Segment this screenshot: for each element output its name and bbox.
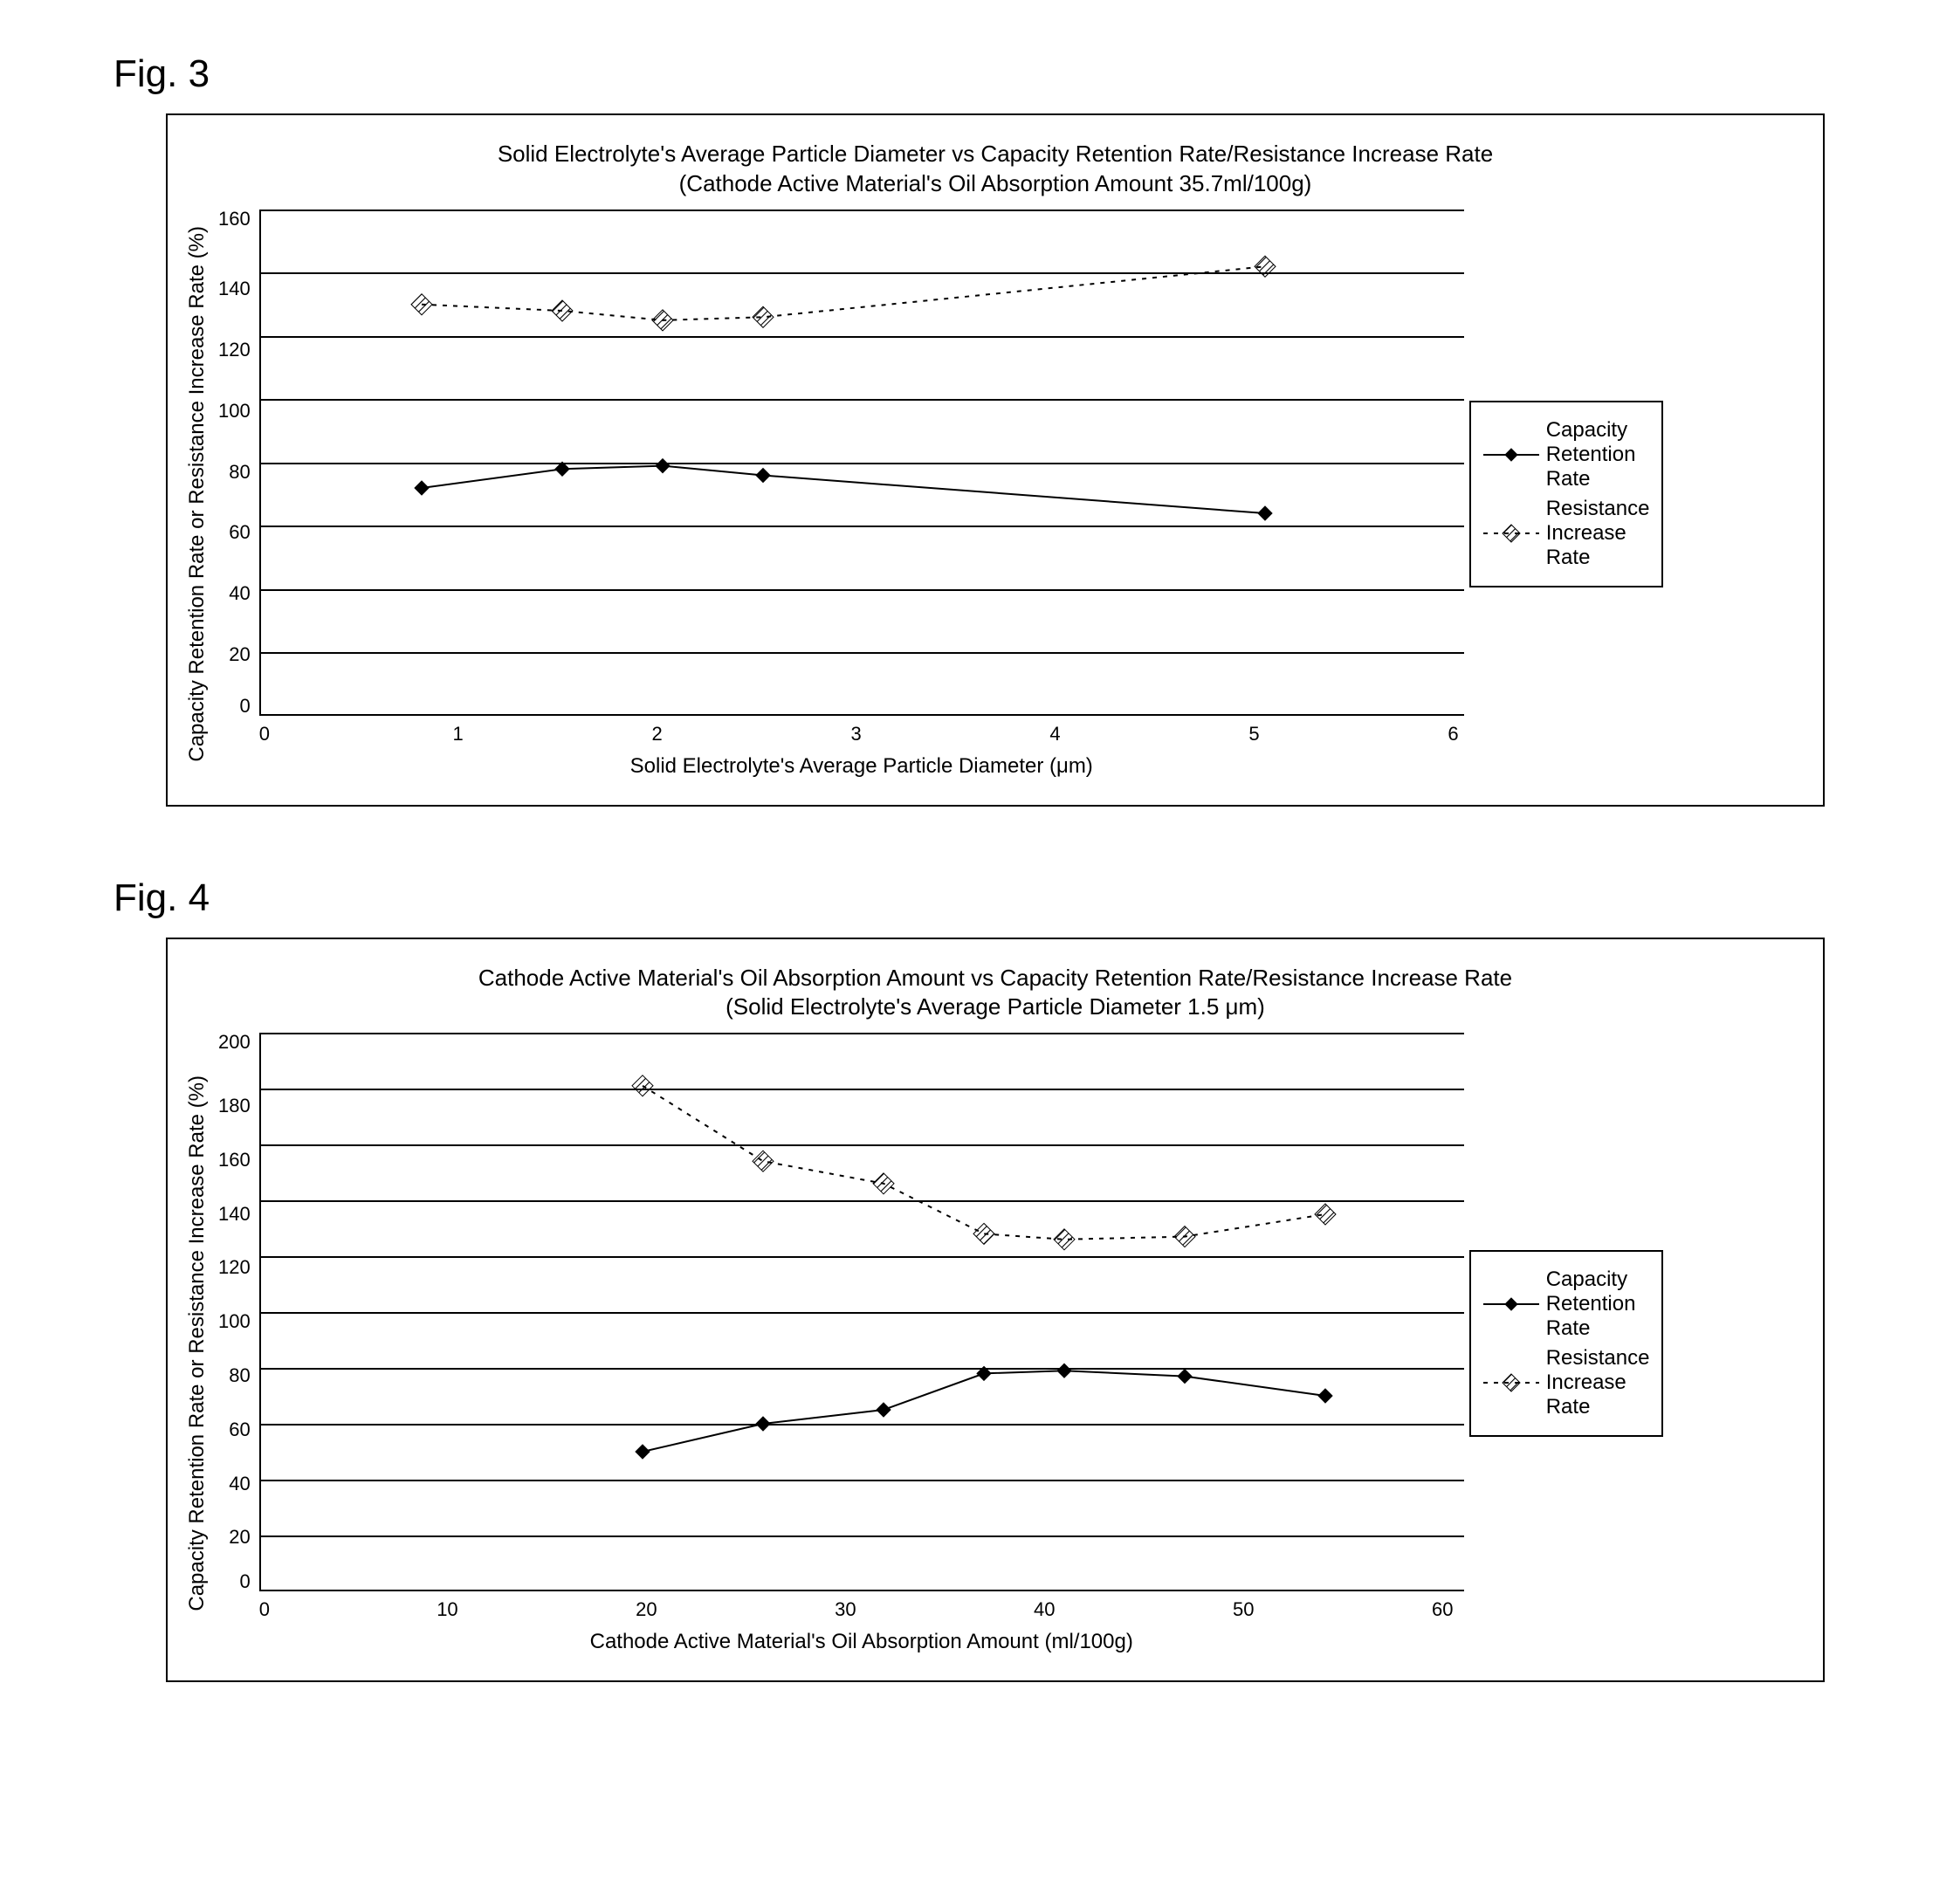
chart-panel: Cathode Active Material's Oil Absorption…: [166, 938, 1825, 1683]
legend-label-line: Retention: [1546, 443, 1636, 467]
data-point: [415, 481, 429, 495]
y-ticks: 160 140 120 100 80 60 40 20 0: [218, 210, 259, 716]
legend-item: ResistanceIncreaseRate: [1483, 497, 1650, 570]
x-tick-label: 0: [259, 1598, 270, 1621]
legend: CapacityRetentionRate ResistanceIncrease…: [1469, 1250, 1664, 1437]
y-tick-label: 20: [229, 645, 250, 664]
y-tick-label: 160: [218, 1151, 251, 1170]
data-point: [1258, 506, 1272, 520]
data-point: [632, 1075, 653, 1096]
y-tick-label: 100: [218, 1312, 251, 1331]
data-point: [656, 458, 670, 472]
data-point: [552, 300, 573, 321]
chart-title: Solid Electrolyte's Average Particle Dia…: [498, 140, 1493, 199]
chart-title: Cathode Active Material's Oil Absorption…: [478, 964, 1512, 1023]
legend-item: ResistanceIncreaseRate: [1483, 1346, 1650, 1419]
y-tick-label: 60: [229, 1420, 250, 1439]
legend-label-line: Rate: [1546, 1316, 1636, 1341]
y-tick-label: 80: [229, 1366, 250, 1385]
y-tick-label: 0: [239, 1572, 250, 1591]
series-line: [643, 1371, 1325, 1452]
x-axis-label: Cathode Active Material's Oil Absorption…: [259, 1630, 1464, 1654]
data-point: [1174, 1226, 1195, 1247]
y-tick-label: 80: [229, 463, 250, 482]
legend-label-line: Retention: [1546, 1292, 1636, 1316]
plot-area: [259, 1033, 1464, 1591]
legend: CapacityRetentionRate ResistanceIncrease…: [1469, 401, 1664, 587]
data-point: [753, 306, 774, 327]
figure-3: Fig. 3 Solid Electrolyte's Average Parti…: [87, 52, 1873, 807]
figure-4: Fig. 4 Cathode Active Material's Oil Abs…: [87, 876, 1873, 1683]
legend-label-line: Rate: [1546, 546, 1650, 570]
data-point: [1315, 1204, 1336, 1225]
y-tick-label: 120: [218, 340, 251, 360]
x-tick-label: 3: [850, 723, 861, 745]
figure-label: Fig. 3: [113, 52, 1873, 96]
data-point: [1057, 1364, 1071, 1377]
data-point: [1255, 256, 1276, 277]
x-tick-label: 60: [1432, 1598, 1453, 1621]
y-tick-label: 100: [218, 402, 251, 421]
y-tick-label: 120: [218, 1258, 251, 1277]
y-tick-label: 40: [229, 1474, 250, 1494]
x-tick-label: 2: [652, 723, 663, 745]
figure-label: Fig. 4: [113, 876, 1873, 920]
data-point: [877, 1403, 891, 1417]
x-tick-label: 10: [437, 1598, 457, 1621]
y-tick-label: 140: [218, 1205, 251, 1224]
x-tick-label: 50: [1233, 1598, 1254, 1621]
plot-area: [259, 210, 1464, 716]
series-line: [422, 266, 1265, 320]
x-axis-label: Solid Electrolyte's Average Particle Dia…: [259, 754, 1464, 779]
legend-label-line: Resistance: [1546, 1346, 1650, 1371]
data-point: [1318, 1389, 1332, 1403]
y-tick-label: 160: [218, 210, 251, 229]
x-ticks: 0 10 20 30 40 50 60: [259, 1598, 1464, 1621]
series-line: [643, 1086, 1325, 1240]
x-tick-label: 5: [1248, 723, 1259, 745]
legend-label-line: Rate: [1546, 1395, 1650, 1419]
legend-label-line: Capacity: [1546, 418, 1636, 443]
data-point: [411, 293, 432, 314]
x-tick-label: 30: [835, 1598, 856, 1621]
data-point: [873, 1173, 894, 1194]
x-tick-label: 0: [259, 723, 270, 745]
y-tick-label: 60: [229, 523, 250, 542]
x-tick-label: 20: [636, 1598, 657, 1621]
data-point: [756, 468, 770, 482]
legend-item: CapacityRetentionRate: [1483, 1268, 1650, 1341]
data-point: [652, 309, 673, 330]
y-tick-label: 20: [229, 1528, 250, 1547]
series-line: [422, 465, 1265, 512]
data-point: [1178, 1370, 1192, 1384]
y-axis-label: Capacity Retention Rate or Resistance In…: [185, 1075, 210, 1611]
data-point: [636, 1445, 650, 1459]
legend-label-line: Increase: [1546, 521, 1650, 546]
x-tick-label: 40: [1034, 1598, 1055, 1621]
y-tick-label: 40: [229, 584, 250, 603]
y-tick-label: 140: [218, 279, 251, 299]
y-tick-label: 180: [218, 1096, 251, 1116]
data-point: [977, 1367, 991, 1381]
legend-label-line: Rate: [1546, 467, 1636, 491]
data-point: [973, 1224, 994, 1245]
data-point: [756, 1417, 770, 1431]
y-axis-label: Capacity Retention Rate or Resistance In…: [185, 226, 210, 762]
y-tick-label: 0: [239, 697, 250, 716]
chart-panel: Solid Electrolyte's Average Particle Dia…: [166, 113, 1825, 807]
legend-label-line: Capacity: [1546, 1268, 1636, 1292]
x-tick-label: 1: [453, 723, 464, 745]
y-tick-label: 200: [218, 1033, 251, 1052]
legend-label-line: Increase: [1546, 1371, 1650, 1395]
data-point: [753, 1151, 774, 1171]
legend-label-line: Resistance: [1546, 497, 1650, 521]
x-tick-label: 4: [1049, 723, 1060, 745]
legend-item: CapacityRetentionRate: [1483, 418, 1650, 491]
y-ticks: 200180160140120100806040200: [218, 1033, 259, 1591]
x-tick-label: 6: [1448, 723, 1458, 745]
x-ticks: 0 1 2 3 4 5 6: [259, 723, 1464, 745]
data-point: [1054, 1229, 1075, 1250]
data-point: [555, 462, 569, 476]
